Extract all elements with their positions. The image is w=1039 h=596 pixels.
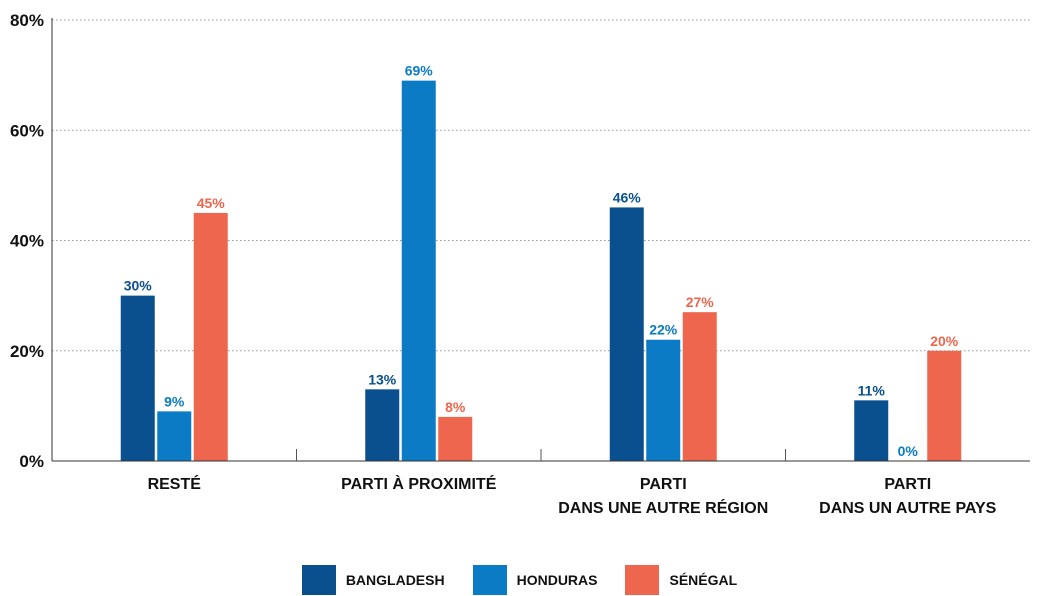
bar-chart: 0% 20% 40% 60% 80% 30% 9% 45% 13% 69% 8% 46% 22% 27%… [10,11,1030,517]
data-label-bangladesh-3: 11% [858,382,886,398]
data-label-honduras-2: 22% [649,322,678,338]
bars [120,80,962,461]
data-label-sénégal-1: 8% [445,399,466,415]
data-label-honduras-3: 0% [898,443,919,459]
x-category-label-2-line-1: DANS UNE AUTRE RÉGION [558,498,768,517]
data-label-bangladesh-0: 30% [124,278,153,294]
bar-bangladesh-1 [365,389,400,461]
bar-sénégal-0 [193,212,228,461]
y-tick-label-0: 0% [19,452,44,471]
x-category-label-1-line-0: PARTI À PROXIMITÉ [341,474,497,493]
data-label-sénégal-2: 27% [686,294,715,310]
y-tick-label-60: 60% [10,121,44,140]
legend-label-bangladesh: BANGLADESH [345,572,445,588]
data-label-sénégal-0: 45% [197,195,226,211]
legend-label-honduras: HONDURAS [516,572,598,588]
x-category-label-3-line-0: PARTI [884,476,931,493]
legend-item-senegal: SÉNÉGAL [625,565,737,595]
bar-bangladesh-2 [609,207,644,461]
data-label-bangladesh-2: 46% [613,189,642,205]
bar-sénégal-1 [438,416,473,461]
legend-item-honduras: HONDURAS [472,565,598,595]
data-label-bangladesh-1: 13% [368,371,397,387]
data-label-sénégal-3: 20% [930,333,959,349]
legend-swatch-bangladesh [301,565,336,595]
grid-lines [52,19,1030,352]
bar-honduras-1 [401,80,436,461]
y-tick-label-40: 40% [10,232,44,251]
axes [51,18,1030,462]
data-labels: 30% 9% 45% 13% 69% 8% 46% 22% 27% 11% 0% 20% [124,63,959,459]
legend: BANGLADESH HONDURAS SÉNÉGAL [0,565,1039,595]
bar-sénégal-3 [927,350,962,461]
x-axis-categories: RESTÉ PARTI À PROXIMITÉ PARTI DANS UNE AUTR… [148,474,997,517]
x-category-label-2-line-0: PARTI [640,476,687,493]
data-label-honduras-1: 69% [405,63,434,79]
y-tick-label-20: 20% [10,342,44,361]
legend-swatch-senegal [625,565,660,595]
x-category-label-3-line-1: DANS UN AUTRE PAYS [819,500,997,517]
legend-label-senegal: SÉNÉGAL [669,572,738,588]
bar-honduras-0 [157,411,192,461]
data-label-honduras-0: 9% [164,393,185,409]
legend-item-bangladesh: BANGLADESH [301,565,445,595]
bar-honduras-2 [646,339,681,461]
bar-sénégal-2 [682,312,717,461]
x-category-label-0-line-0: RESTÉ [148,474,202,493]
legend-swatch-honduras [472,565,507,595]
y-tick-label-80: 80% [10,11,44,30]
bar-bangladesh-3 [854,400,889,461]
y-axis-ticks: 0% 20% 40% 60% 80% [10,11,44,471]
bar-bangladesh-0 [120,295,155,461]
